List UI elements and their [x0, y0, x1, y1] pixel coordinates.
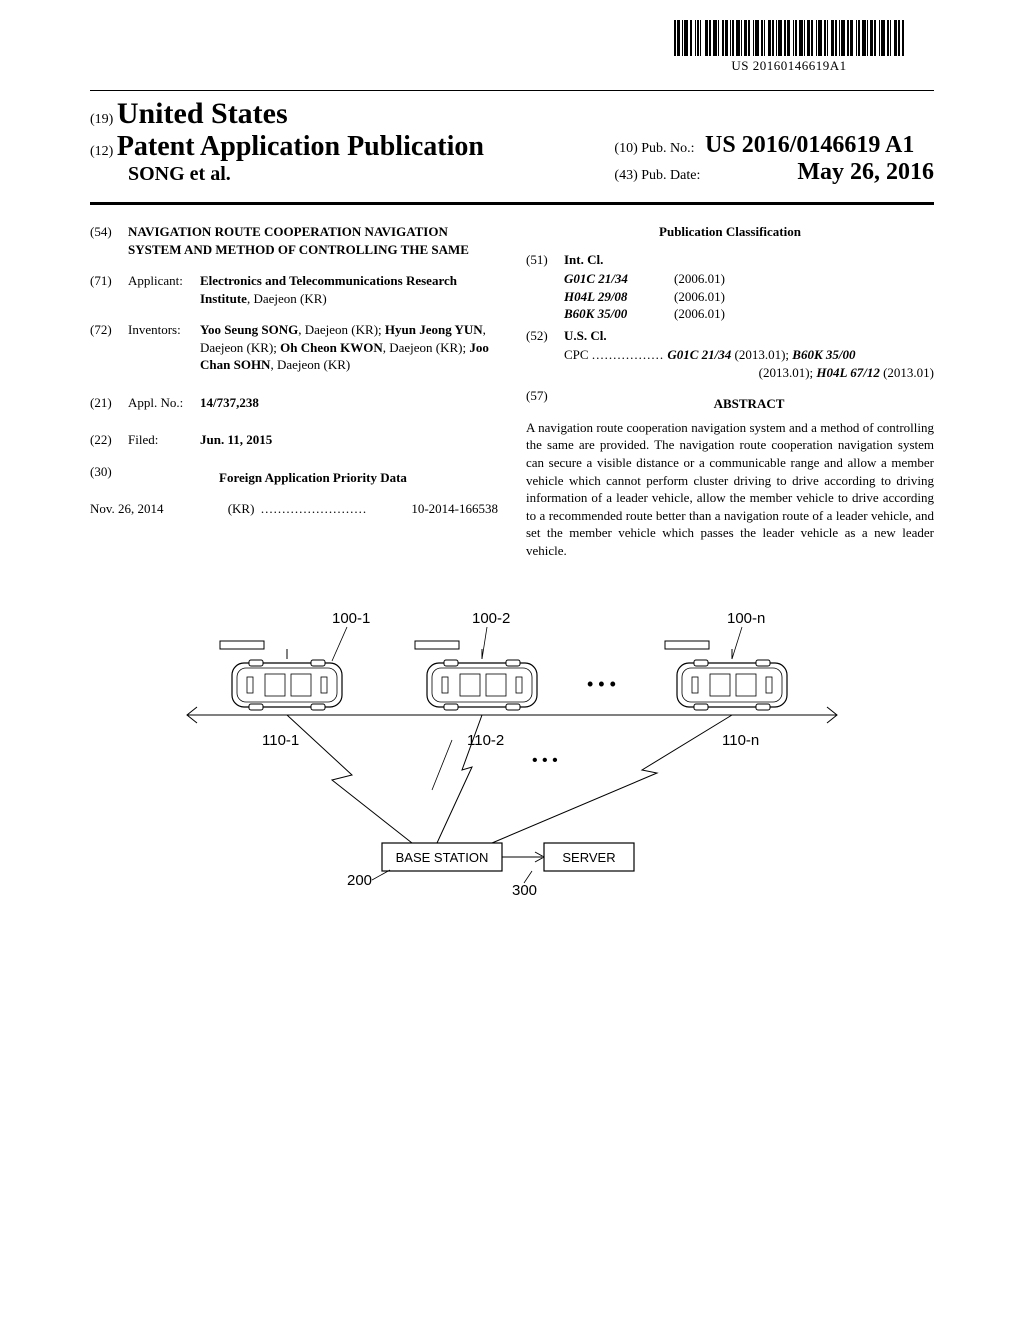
publication-number: US 2016/0146619 A1: [705, 132, 914, 158]
pubdate-label: Pub. Date:: [641, 168, 700, 183]
base-station-label: BASE STATION: [396, 850, 489, 865]
abstract-heading: ABSTRACT: [564, 395, 934, 413]
intcl-code-3: B60K 35/00: [564, 305, 674, 323]
intcl-row: H04L 29/08 (2006.01): [564, 288, 934, 306]
inid-10: (10): [614, 141, 637, 156]
field-22-filed: (22) Filed: Jun. 11, 2015: [90, 431, 498, 449]
inid-57: (57): [526, 387, 564, 417]
intcl-code-2: H04L 29/08: [564, 288, 674, 306]
intcl-code-1: G01C 21/34: [564, 270, 674, 288]
application-number: 14/737,238: [200, 394, 498, 412]
label-200: 200: [347, 872, 372, 889]
field-71-applicant: (71) Applicant: Electronics and Telecomm…: [90, 272, 498, 307]
inventor-1: Yoo Seung SONG: [200, 322, 298, 337]
inventors-label: Inventors:: [128, 321, 200, 374]
applicant-label: Applicant:: [128, 272, 200, 307]
publication-type: Patent Application Publication: [117, 131, 484, 162]
priority-country: (KR) .........................: [228, 500, 367, 518]
applicant-name: Electronics and Telecommunications Resea…: [200, 273, 457, 306]
label-110-1: 110-1: [262, 732, 299, 749]
cpc-codes-1b: B60K 35/00: [792, 347, 855, 362]
intcl-label: Int. Cl.: [564, 251, 934, 269]
priority-data-row: Nov. 26, 2014 (KR) .....................…: [90, 500, 498, 518]
antenna-ellipsis: • • •: [532, 752, 558, 769]
cpc-line-1: CPC ................. G01C 21/34 (2013.0…: [564, 346, 934, 364]
inventor-2: Hyun Jeong YUN: [385, 322, 483, 337]
field-57-abstract: (57) ABSTRACT: [526, 387, 934, 417]
bibliographic-columns: (54) NAVIGATION ROUTE COOPERATION NAVIGA…: [90, 223, 934, 559]
document-header: (19) United States (12) Patent Applicati…: [90, 91, 934, 198]
author-line: SONG et al.: [128, 163, 484, 186]
field-21-applno: (21) Appl. No.: 14/737,238: [90, 394, 498, 412]
right-column: Publication Classification (51) Int. Cl.…: [526, 223, 934, 559]
filing-date: Jun. 11, 2015: [200, 431, 498, 449]
inid-51: (51): [526, 251, 564, 269]
intcl-row: B60K 35/00 (2006.01): [564, 305, 934, 323]
foreign-priority-heading: Foreign Application Priority Data: [128, 469, 498, 487]
server-label: SERVER: [562, 850, 615, 865]
pubno-label: Pub. No.:: [641, 141, 694, 156]
vehicle-ellipsis: • • •: [587, 674, 616, 694]
inid-19: (19): [90, 112, 113, 127]
inid-12: (12): [90, 144, 113, 159]
intcl-row: G01C 21/34 (2006.01): [564, 270, 934, 288]
field-52-uscl: (52) U.S. Cl.: [526, 327, 934, 345]
figure-svg: 100-1 100-2 100-n • • • 110-1 110-2 110-…: [172, 595, 852, 915]
intcl-year-1: (2006.01): [674, 270, 764, 288]
cpc-codes-1: G01C 21/34: [667, 347, 731, 362]
invention-title: NAVIGATION ROUTE COOPERATION NAVIGATION …: [128, 223, 498, 258]
intcl-table: G01C 21/34 (2006.01) H04L 29/08 (2006.01…: [564, 270, 934, 323]
label-110-n: 110-n: [722, 732, 759, 749]
pub-classification-heading: Publication Classification: [526, 223, 934, 241]
applicant-rest: , Daejeon (KR): [247, 291, 327, 306]
priority-dots: .........................: [261, 501, 367, 516]
publication-date: May 26, 2016: [797, 159, 934, 185]
inid-43: (43): [614, 168, 637, 183]
inid-22: (22): [90, 431, 128, 449]
inid-21: (21): [90, 394, 128, 412]
label-100-2: 100-2: [472, 610, 510, 627]
intcl-year-2: (2006.01): [674, 288, 764, 306]
applicant-body: Electronics and Telecommunications Resea…: [200, 272, 498, 307]
priority-date: Nov. 26, 2014: [90, 500, 164, 518]
inid-72: (72): [90, 321, 128, 374]
abstract-text: A navigation route cooperation navigatio…: [526, 419, 934, 559]
priority-number: 10-2014-166538: [411, 500, 498, 518]
cpc-dots: .................: [592, 347, 664, 362]
inid-54: (54): [90, 223, 128, 258]
uscl-label: U.S. Cl.: [564, 327, 934, 345]
intcl-year-3: (2006.01): [674, 305, 764, 323]
header-thick-rule: [90, 202, 934, 205]
field-51-intcl: (51) Int. Cl.: [526, 251, 934, 269]
inventors-body: Yoo Seung SONG, Daejeon (KR); Hyun Jeong…: [200, 321, 498, 374]
inid-52: (52): [526, 327, 564, 345]
barcode-text: US 20160146619A1: [674, 58, 904, 74]
field-72-inventors: (72) Inventors: Yoo Seung SONG, Daejeon …: [90, 321, 498, 374]
label-300: 300: [512, 882, 537, 899]
cpc-line-2: (2013.01); H04L 67/12 (2013.01): [526, 364, 934, 382]
cpc-label: CPC: [564, 347, 589, 362]
figure-area: 100-1 100-2 100-n • • • 110-1 110-2 110-…: [90, 595, 934, 915]
barcode-block: US 20160146619A1: [674, 20, 904, 74]
label-100-n: 100-n: [727, 610, 765, 627]
inventor-3: Oh Cheon KWON: [280, 340, 383, 355]
field-54-title: (54) NAVIGATION ROUTE COOPERATION NAVIGA…: [90, 223, 498, 258]
country-name: United States: [117, 97, 288, 130]
filed-label: Filed:: [128, 431, 200, 449]
applno-label: Appl. No.:: [128, 394, 200, 412]
inid-71: (71): [90, 272, 128, 307]
cpc-codes-2: H04L 67/12: [816, 365, 879, 380]
barcode-graphic: [674, 20, 904, 56]
field-30-foreign: (30) Foreign Application Priority Data: [90, 463, 498, 495]
label-100-1: 100-1: [332, 610, 370, 627]
inid-30: (30): [90, 463, 128, 495]
left-column: (54) NAVIGATION ROUTE COOPERATION NAVIGA…: [90, 223, 498, 559]
